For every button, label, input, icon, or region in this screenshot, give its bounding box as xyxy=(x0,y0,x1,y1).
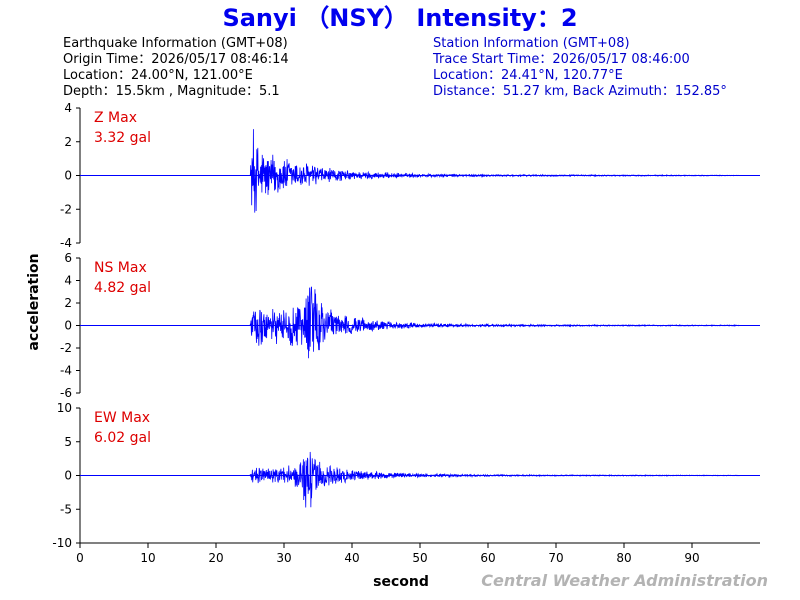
panel-ew: -10 -5 0 5 10 EW Max 6.02 gal xyxy=(52,401,760,550)
x-tick-label: 40 xyxy=(344,551,359,565)
station-location: Location：24.41°N, 120.77°E xyxy=(433,68,623,83)
x-tick-label: 20 xyxy=(208,551,223,565)
seismogram-panels: -4 -2 0 2 4 Z Max 3.32 gal -6 -4 -2 0 2 4 6 NS Max 4.82… xyxy=(52,101,760,550)
y-tick-label: -10 xyxy=(52,536,72,550)
y-tick-label: 0 xyxy=(64,319,72,333)
earthquake-depth-magnitude: Depth：15.5km , Magnitude：5.1 xyxy=(63,84,280,99)
y-tick-label: 10 xyxy=(57,401,72,415)
y-tick-label: 4 xyxy=(64,274,72,288)
chart-title: Sanyi （NSY） Intensity：2 xyxy=(222,4,577,32)
station-info-heading: Station Information (GMT+08) xyxy=(433,36,630,51)
y-tick-label: -5 xyxy=(60,502,72,516)
station-trace-start: Trace Start Time：2026/05/17 08:46:00 xyxy=(432,52,690,67)
earthquake-location: Location：24.00°N, 121.00°E xyxy=(63,68,253,83)
y-axis-label: acceleration xyxy=(26,253,42,350)
component-max-label: EW Max xyxy=(94,410,150,426)
y-tick-label: 4 xyxy=(64,101,72,115)
component-max-value: 4.82 gal xyxy=(94,280,151,296)
earthquake-info-heading: Earthquake Information (GMT+08) xyxy=(63,36,288,51)
x-tick-label: 90 xyxy=(684,551,699,565)
y-tick-label: 0 xyxy=(64,169,72,183)
y-tick-label: 0 xyxy=(64,469,72,483)
y-tick-label: -4 xyxy=(60,236,72,250)
component-max-label: Z Max xyxy=(94,110,137,126)
waveform-trace xyxy=(80,452,740,507)
x-tick-label: 30 xyxy=(276,551,291,565)
x-tick-label: 0 xyxy=(76,551,84,565)
y-tick-label: -4 xyxy=(60,364,72,378)
y-tick-label: -2 xyxy=(60,341,72,355)
y-tick-label: 2 xyxy=(64,296,72,310)
y-tick-label: 6 xyxy=(64,251,72,265)
y-tick-label: -6 xyxy=(60,386,72,400)
x-axis-label: second xyxy=(373,574,429,590)
y-tick-label: 5 xyxy=(64,435,72,449)
earthquake-origin-time: Origin Time：2026/05/17 08:46:14 xyxy=(63,52,289,67)
y-tick-label: 2 xyxy=(64,135,72,149)
waveform-trace xyxy=(80,287,740,358)
panel-ns: -6 -4 -2 0 2 4 6 NS Max 4.82 gal xyxy=(60,251,760,400)
earthquake-info: Earthquake Information (GMT+08) Origin T… xyxy=(63,36,289,99)
waveform-trace xyxy=(80,129,740,212)
x-tick-label: 70 xyxy=(548,551,563,565)
x-tick-label: 80 xyxy=(616,551,631,565)
panel-z: -4 -2 0 2 4 Z Max 3.32 gal xyxy=(60,101,760,250)
x-tick-label: 50 xyxy=(412,551,427,565)
footer-credit: Central Weather Administration xyxy=(481,571,768,590)
component-max-value: 6.02 gal xyxy=(94,430,151,446)
x-tick-label: 10 xyxy=(140,551,155,565)
x-tick-label: 60 xyxy=(480,551,495,565)
y-tick-label: -2 xyxy=(60,202,72,216)
component-max-value: 3.32 gal xyxy=(94,130,151,146)
component-max-label: NS Max xyxy=(94,260,147,276)
station-info: Station Information (GMT+08) Trace Start… xyxy=(432,36,727,99)
station-distance: Distance：51.27 km, Back Azimuth：152.85° xyxy=(433,84,727,99)
x-axis: 0 10 20 30 40 50 60 70 80 90 xyxy=(76,543,760,565)
